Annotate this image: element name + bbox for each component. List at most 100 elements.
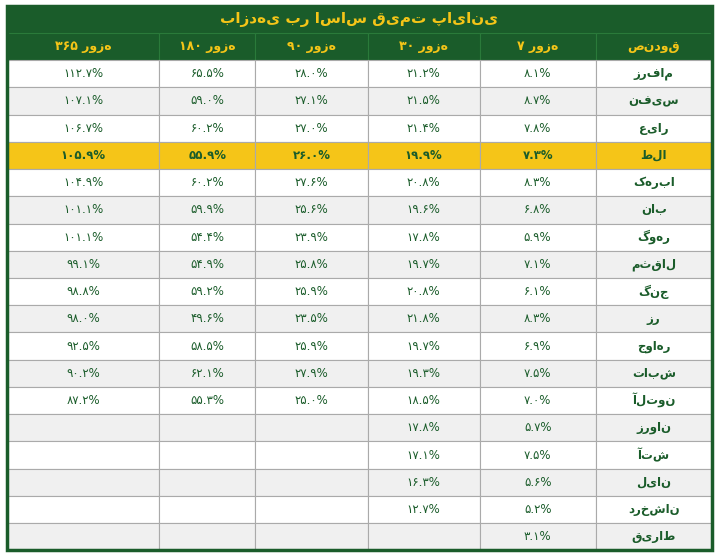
Bar — [7, 496, 160, 523]
Text: مثقال: مثقال — [631, 258, 677, 271]
Bar — [160, 523, 255, 550]
Text: ۱۲.۷%: ۱۲.۷% — [407, 503, 441, 516]
Bar — [367, 469, 480, 496]
Text: ۱۷.۱%: ۱۷.۱% — [407, 449, 441, 461]
Bar — [480, 169, 596, 196]
Text: ۱۰۱.۱%: ۱۰۱.۱% — [63, 203, 104, 216]
Text: ۸.۷%: ۸.۷% — [524, 95, 551, 107]
Text: طلا: طلا — [641, 149, 667, 162]
Text: زر: زر — [647, 312, 661, 325]
Text: ۱۶.۳%: ۱۶.۳% — [407, 476, 441, 489]
Text: ۹۸.۰%: ۹۸.۰% — [66, 312, 100, 325]
Text: ۶.۹%: ۶.۹% — [524, 340, 551, 353]
Bar — [480, 332, 596, 360]
Bar — [367, 523, 480, 550]
Bar — [596, 414, 712, 441]
Text: ۲۸.۰%: ۲۸.۰% — [295, 67, 329, 80]
Bar — [367, 305, 480, 332]
Bar — [480, 115, 596, 142]
Bar — [7, 169, 160, 196]
Bar — [480, 469, 596, 496]
Text: ۹۰ روزه: ۹۰ روزه — [287, 40, 336, 53]
Bar — [596, 523, 712, 550]
Bar — [596, 224, 712, 251]
Bar — [596, 441, 712, 469]
Bar — [255, 469, 367, 496]
Text: ۲۳.۹%: ۲۳.۹% — [295, 231, 329, 244]
Text: ۲۷.۶%: ۲۷.۶% — [295, 176, 329, 189]
Bar — [160, 115, 255, 142]
Text: ۹۹.۱%: ۹۹.۱% — [66, 258, 100, 271]
Bar — [367, 251, 480, 278]
Text: بازدهی بر اساس قیمت پایانی: بازدهی بر اساس قیمت پایانی — [221, 12, 498, 27]
Text: ۱۹.۷%: ۱۹.۷% — [407, 258, 441, 271]
Bar — [160, 278, 255, 305]
Bar — [367, 60, 480, 87]
Bar — [596, 360, 712, 387]
Bar — [367, 360, 480, 387]
Bar — [255, 33, 367, 60]
Text: ۳۶۵ روزه: ۳۶۵ روزه — [55, 40, 111, 53]
Text: ۱۰۵.۹%: ۱۰۵.۹% — [60, 149, 106, 162]
Bar — [596, 33, 712, 60]
Bar — [160, 387, 255, 414]
Text: ۶۰.۲%: ۶۰.۲% — [191, 176, 224, 189]
Bar — [7, 332, 160, 360]
Bar — [367, 387, 480, 414]
Text: ۵.۷%: ۵.۷% — [524, 421, 551, 434]
Text: صندوق: صندوق — [628, 40, 680, 53]
Text: جواهر: جواهر — [637, 340, 671, 353]
Bar — [7, 441, 160, 469]
Text: ۸.۳%: ۸.۳% — [524, 312, 551, 325]
Text: ۷.۵%: ۷.۵% — [524, 449, 551, 461]
Text: ۵.۹%: ۵.۹% — [524, 231, 551, 244]
Text: ۲۷.۰%: ۲۷.۰% — [295, 122, 329, 135]
Text: ۶.۱%: ۶.۱% — [524, 285, 551, 298]
Text: ۷.۰%: ۷.۰% — [524, 394, 551, 407]
Bar — [367, 332, 480, 360]
Bar — [255, 251, 367, 278]
Bar — [367, 496, 480, 523]
Text: ۲۵.۶%: ۲۵.۶% — [295, 203, 329, 216]
Text: زروان: زروان — [636, 421, 672, 434]
Text: ۲۵.۹%: ۲۵.۹% — [295, 340, 329, 353]
Bar — [160, 196, 255, 224]
Bar — [480, 224, 596, 251]
Text: ۷.۳%: ۷.۳% — [522, 149, 553, 162]
Text: ۵۴.۹%: ۵۴.۹% — [191, 258, 224, 271]
Bar — [596, 251, 712, 278]
Bar — [160, 305, 255, 332]
Bar — [596, 115, 712, 142]
Text: ۱۹.۶%: ۱۹.۶% — [407, 203, 441, 216]
Bar — [596, 387, 712, 414]
Text: ۲۶.۰%: ۲۶.۰% — [293, 149, 331, 162]
Bar — [255, 414, 367, 441]
Bar — [7, 278, 160, 305]
Bar — [596, 496, 712, 523]
Text: ۵۵.۹%: ۵۵.۹% — [188, 149, 226, 162]
Text: لیان: لیان — [636, 476, 672, 489]
Bar — [7, 33, 160, 60]
Text: عیار: عیار — [639, 122, 669, 135]
Text: ۶۰.۲%: ۶۰.۲% — [191, 122, 224, 135]
Text: ۵۹.۰%: ۵۹.۰% — [191, 95, 224, 107]
Text: ۶.۸%: ۶.۸% — [524, 203, 551, 216]
Bar — [160, 441, 255, 469]
Text: ۲۵.۹%: ۲۵.۹% — [295, 285, 329, 298]
Text: ۲۳.۵%: ۲۳.۵% — [295, 312, 329, 325]
Bar — [255, 332, 367, 360]
Bar — [255, 115, 367, 142]
Bar — [480, 496, 596, 523]
Text: گنج: گنج — [638, 285, 669, 299]
Bar — [7, 387, 160, 414]
Bar — [7, 523, 160, 550]
Text: ۲۰.۸%: ۲۰.۸% — [407, 176, 440, 189]
Text: ۹۸.۸%: ۹۸.۸% — [66, 285, 100, 298]
Bar — [596, 305, 712, 332]
Bar — [7, 87, 160, 115]
Bar — [367, 196, 480, 224]
Text: ۳۰ روزه: ۳۰ روزه — [399, 40, 448, 53]
Bar — [255, 142, 367, 169]
Text: ۱۷.۸%: ۱۷.۸% — [407, 421, 441, 434]
Text: ۱۹.۷%: ۱۹.۷% — [407, 340, 441, 353]
